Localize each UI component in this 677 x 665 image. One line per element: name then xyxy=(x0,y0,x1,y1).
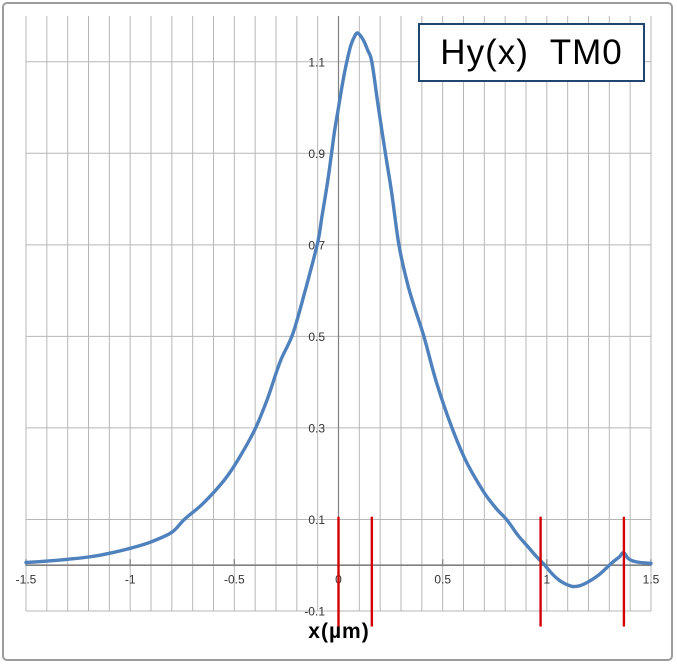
chart-title: Hy(x) TM0 xyxy=(440,32,623,72)
x-tick-label: 1.5 xyxy=(643,573,660,587)
y-tick-label: 0.5 xyxy=(308,330,325,344)
y-tick-label: 0.3 xyxy=(308,421,325,435)
x-tick-label: -1.5 xyxy=(16,573,37,587)
hy-mode-curve xyxy=(24,31,653,589)
y-tick-label: 0.9 xyxy=(308,147,325,161)
y-tick-label: 0.1 xyxy=(308,513,325,527)
x-tick-label: 1 xyxy=(543,573,550,587)
x-axis-title: x(µm) xyxy=(308,620,370,643)
chart-title-box: Hy(x) TM0 xyxy=(418,23,645,82)
y-tick-label: -0.1 xyxy=(304,605,325,619)
x-tick-label: 0.5 xyxy=(434,573,451,587)
x-tick-label: -1 xyxy=(125,573,136,587)
y-tick-label: 1.1 xyxy=(308,55,325,69)
x-tick-label: -0.5 xyxy=(224,573,245,587)
